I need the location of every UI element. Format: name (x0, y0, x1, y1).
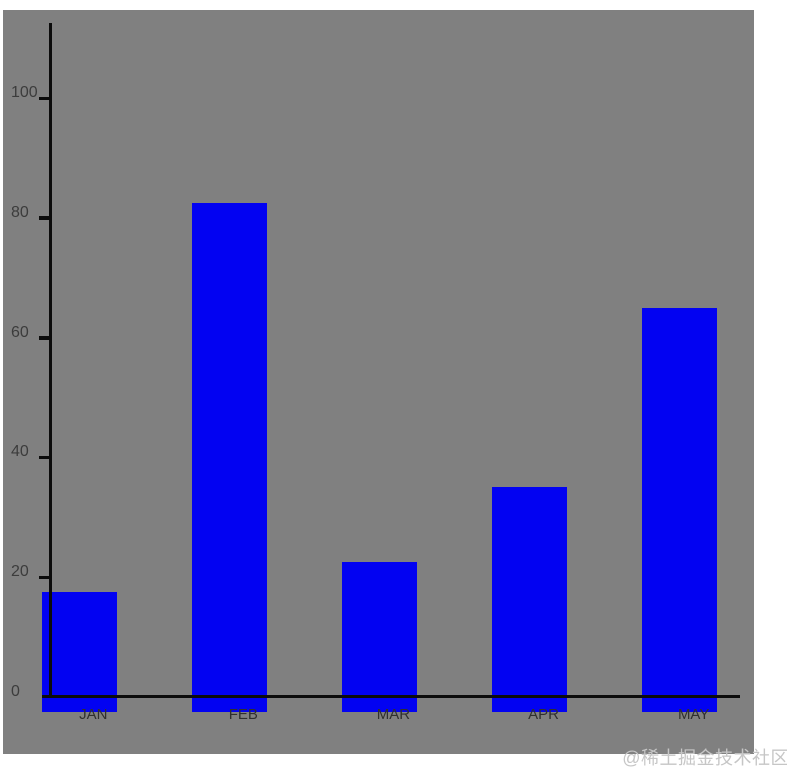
y-tick-100 (39, 96, 50, 100)
chart-plot-area: 0 20 40 60 80 100 JAN FEB MAR APR MAY (3, 10, 754, 754)
x-tick-label-may: MAY (677, 706, 710, 723)
y-tick-label-0: 0 (11, 683, 20, 700)
y-tick-60 (39, 336, 50, 340)
y-tick-label-40: 40 (11, 443, 29, 461)
y-tick-20 (39, 575, 50, 580)
y-tick-label-100: 100 (11, 84, 38, 101)
x-tick-label-mar: MAR (376, 706, 411, 723)
bar-mar (341, 562, 418, 712)
y-axis-ticks-layer: 0 20 40 60 80 100 (3, 10, 754, 754)
y-tick-40 (39, 455, 50, 460)
y-tick-label-60: 60 (11, 323, 29, 341)
y-tick-label-20: 20 (11, 563, 29, 581)
bar-may (641, 307, 718, 712)
bar-feb (191, 202, 268, 712)
x-tick-label-apr: APR (528, 706, 559, 723)
y-tick-80 (39, 216, 50, 220)
x-axis-line (42, 694, 740, 698)
x-axis-labels-layer: JAN FEB MAR APR MAY (3, 10, 754, 754)
bar-jan (41, 592, 117, 712)
bars-layer (3, 10, 754, 754)
juejin-watermark: @稀土掘金技术社区 (622, 748, 787, 768)
y-axis-line (49, 23, 52, 698)
bar-apr (491, 487, 568, 712)
y-tick-label-80: 80 (11, 203, 29, 221)
x-tick-label-jan: JAN (79, 706, 108, 723)
x-tick-label-feb: FEB (228, 706, 258, 723)
